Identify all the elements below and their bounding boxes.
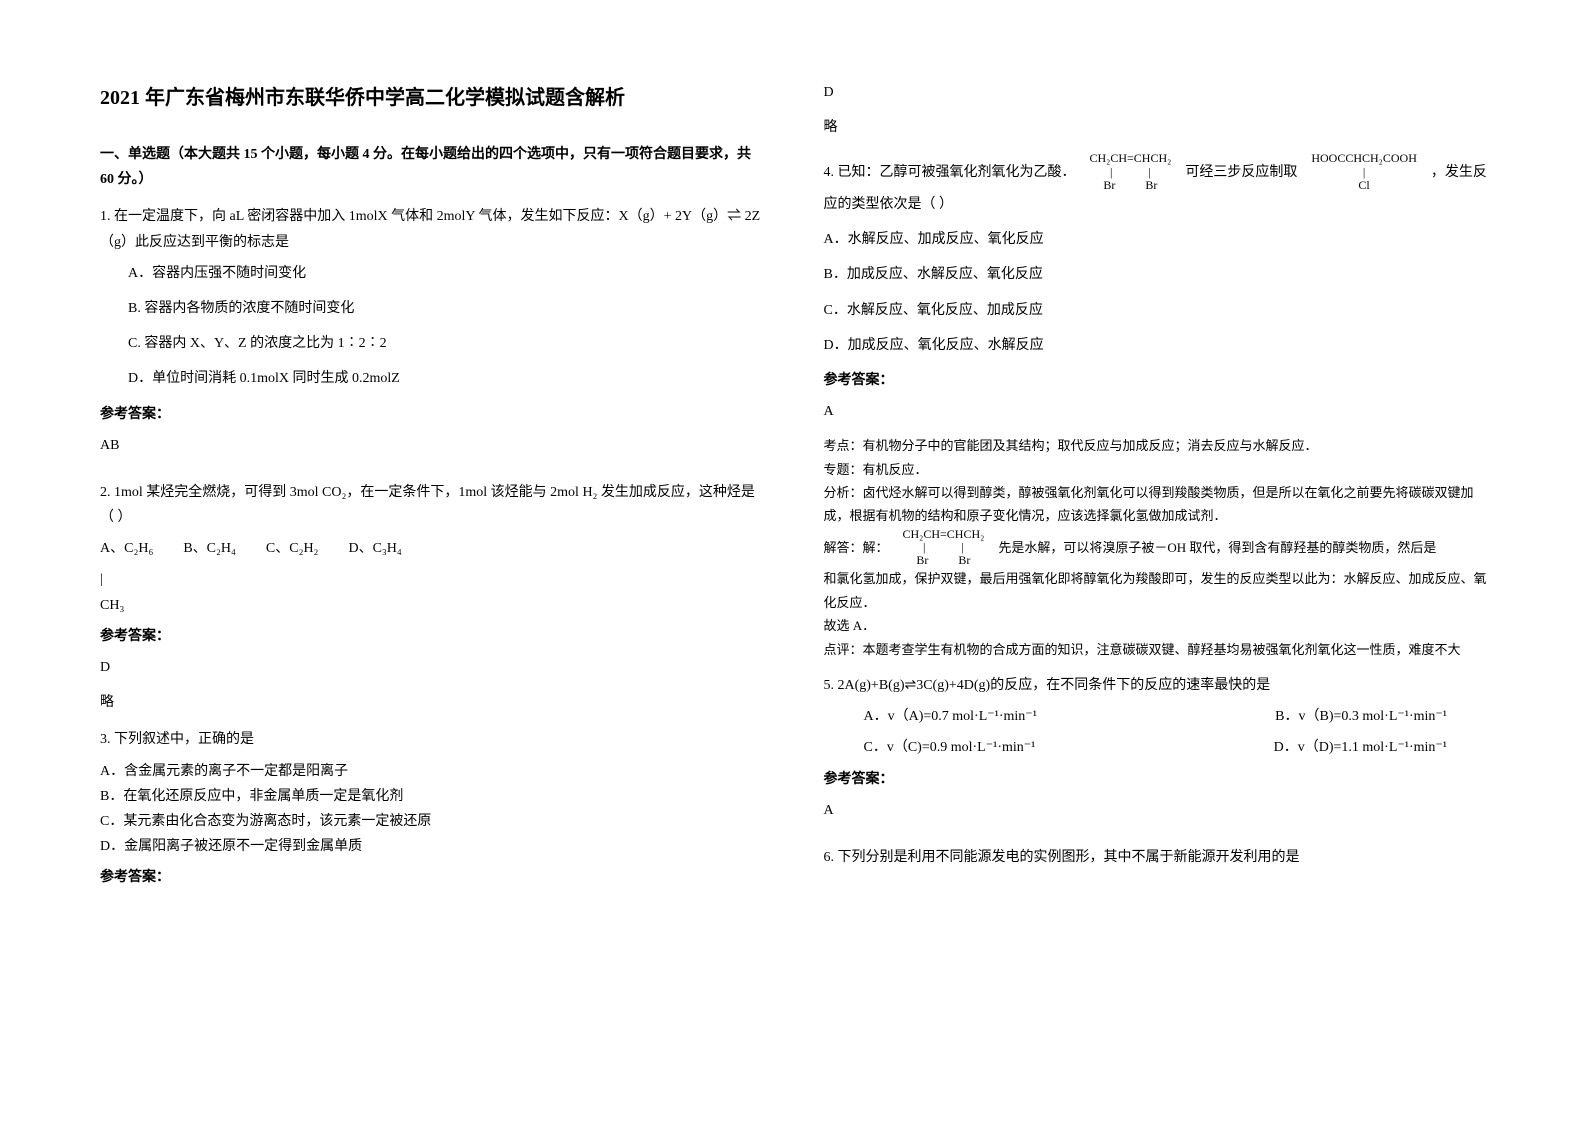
- q4-es-top: CH₂CH=CHCH₂: [903, 527, 985, 541]
- q4-exp5: 和氯化氢加成，保护双键，最后用强氧化即将醇氧化为羧酸即可，发生的反应类型以此为：…: [824, 567, 1488, 614]
- q1-answer: AB: [100, 433, 764, 458]
- q4-opt-b: B．加成反应、水解反应、氧化反应: [824, 262, 1488, 287]
- q2-opt-d: D、C₃H₄: [348, 536, 401, 561]
- question-2: 2. 1mol 某烃完全燃烧，可得到 3mol CO₂，在一定条件下，1mol …: [100, 480, 764, 716]
- q4-text-mid: 可经三步反应制取: [1185, 160, 1297, 185]
- q1-opt-a: A．容器内压强不随时间变化: [100, 261, 764, 286]
- q4-exp6: 故选 A．: [824, 614, 1488, 637]
- q1-text: 1. 在一定温度下，向 aL 密闭容器中加入 1molX 气体和 2molY 气…: [100, 204, 764, 254]
- q4-s1-mid: | |: [1110, 165, 1151, 179]
- right-column: D 略 4. 已知：乙醇可被强氧化剂氧化为乙酸． CH₂CH=CHCH₂ | |…: [824, 80, 1488, 1042]
- q4-exp3: 分析：卤代烃水解可以得到醇类，醇被强氧化剂氧化可以得到羧酸类物质，但是所以在氧化…: [824, 481, 1488, 528]
- q5-text: 5. 2A(g)+B(g)⇌3C(g)+4D(g)的反应，在不同条件下的反应的速…: [824, 673, 1488, 698]
- q2-options: A、C₂H₆ B、C₂H₄ C、C₂H₂ D、C₃H₄: [100, 536, 764, 561]
- q4-s2-bot: Cl: [1358, 178, 1369, 192]
- q4-exp2: 专题：有机反应．: [824, 458, 1488, 481]
- q4-exp1: 考点：有机物分子中的官能团及其结构；取代反应与加成反应；消去反应与水解反应．: [824, 434, 1488, 457]
- q2-opt-b: B、C₂H₄: [183, 536, 236, 561]
- q4-es-bot: Br Br: [916, 553, 970, 567]
- q4-opt-c: C．水解反应、氧化反应、加成反应: [824, 298, 1488, 323]
- question-1: 1. 在一定温度下，向 aL 密闭容器中加入 1molX 气体和 2molY 气…: [100, 204, 764, 468]
- q5-row1: A．v（A)=0.7 mol·L⁻¹·min⁻¹ B．v（B)=0.3 mol·…: [824, 704, 1488, 729]
- question-5: 5. 2A(g)+B(g)⇌3C(g)+4D(g)的反应，在不同条件下的反应的速…: [824, 673, 1488, 833]
- q4-exp4-pre: 解答：解：: [824, 536, 889, 559]
- q4-opt-a: A．水解反应、加成反应、氧化反应: [824, 227, 1488, 252]
- q4-text-line1: 4. 已知：乙醇可被强氧化剂氧化为乙酸． CH₂CH=CHCH₂ | | Br …: [824, 152, 1488, 192]
- q5-opt-a: A．v（A)=0.7 mol·L⁻¹·min⁻¹: [864, 704, 1037, 729]
- q4-opt-d: D．加成反应、氧化反应、水解反应: [824, 333, 1488, 358]
- q2-answer: D: [100, 655, 764, 680]
- q2-extra1: |: [100, 567, 764, 592]
- q5-opt-d: D．v（D)=1.1 mol·L⁻¹·min⁻¹: [1274, 735, 1447, 760]
- q5-opt-c: C．v（C)=0.9 mol·L⁻¹·min⁻¹: [864, 735, 1036, 760]
- q2-text: 2. 1mol 某烃完全燃烧，可得到 3mol CO₂，在一定条件下，1mol …: [100, 480, 764, 530]
- q4-exp7: 点评：本题考查学生有机物的合成方面的知识，注意碳碳双键、醇羟基均易被强氧化剂氧化…: [824, 638, 1488, 661]
- q3-answer: D: [824, 80, 1488, 105]
- q1-opt-d: D．单位时间消耗 0.1molX 同时生成 0.2molZ: [100, 366, 764, 391]
- q5-row2: C．v（C)=0.9 mol·L⁻¹·min⁻¹ D．v（D)=1.1 mol·…: [824, 735, 1488, 760]
- q4-answer-label: 参考答案：: [824, 368, 1488, 393]
- q4-s2-top: HOOCCHCH₂COOH: [1311, 151, 1417, 165]
- q4-struct2: HOOCCHCH₂COOH | Cl: [1311, 152, 1417, 192]
- q3-text: 3. 下列叙述中，正确的是: [100, 727, 764, 752]
- document-title: 2021 年广东省梅州市东联华侨中学高二化学模拟试题含解析: [100, 80, 764, 116]
- q4-exp-struct: CH₂CH=CHCH₂ | | Br Br: [903, 528, 985, 568]
- q3-opt-b: B．在氧化还原反应中，非金属单质一定是氧化剂: [100, 784, 764, 809]
- q2-answer-label: 参考答案：: [100, 624, 764, 649]
- q4-s1-top: CH₂CH=CHCH₂: [1090, 151, 1172, 165]
- q4-text-post: ，发生反: [1431, 160, 1487, 185]
- left-column: 2021 年广东省梅州市东联华侨中学高二化学模拟试题含解析 一、单选题（本大题共…: [100, 80, 764, 1042]
- q4-s1-bot: Br Br: [1103, 178, 1157, 192]
- q4-s2-mid: |: [1363, 165, 1365, 179]
- q4-es-mid: | |: [923, 540, 964, 554]
- q1-opt-b: B. 容器内各物质的浓度不随时间变化: [100, 296, 764, 321]
- q6-text: 6. 下列分别是利用不同能源发电的实例图形，其中不属于新能源开发利用的是: [824, 845, 1488, 870]
- q5-answer-label: 参考答案：: [824, 767, 1488, 792]
- q4-struct1: CH₂CH=CHCH₂ | | Br Br: [1090, 152, 1172, 192]
- q4-text-pre: 4. 已知：乙醇可被强氧化剂氧化为乙酸．: [824, 160, 1076, 185]
- q5-opt-b: B．v（B)=0.3 mol·L⁻¹·min⁻¹: [1275, 704, 1447, 729]
- q3-opt-d: D．金属阳离子被还原不一定得到金属单质: [100, 834, 764, 859]
- q3-answer-label: 参考答案：: [100, 865, 764, 890]
- q1-answer-label: 参考答案：: [100, 402, 764, 427]
- question-6: 6. 下列分别是利用不同能源发电的实例图形，其中不属于新能源开发利用的是: [824, 845, 1488, 876]
- question-4: 4. 已知：乙醇可被强氧化剂氧化为乙酸． CH₂CH=CHCH₂ | | Br …: [824, 152, 1488, 661]
- q1-opt-c: C. 容器内 X、Y、Z 的浓度之比为 1∶2∶2: [100, 331, 764, 356]
- q2-answer-note: 略: [100, 690, 764, 715]
- q4-text-line2: 应的类型依次是（ ）: [824, 192, 1488, 217]
- q4-exp4-post: 先是水解，可以将溴原子被－OH 取代，得到含有醇羟基的醇类物质，然后是: [998, 536, 1436, 559]
- q4-answer: A: [824, 399, 1488, 424]
- q3-opt-c: C．某元素由化合态变为游离态时，该元素一定被还原: [100, 809, 764, 834]
- q3-opt-a: A．含金属元素的离子不一定都是阳离子: [100, 759, 764, 784]
- q4-exp4-line: 解答：解： CH₂CH=CHCH₂ | | Br Br 先是水解，可以将溴原子被…: [824, 528, 1488, 568]
- question-3: 3. 下列叙述中，正确的是 A．含金属元素的离子不一定都是阳离子 B．在氧化还原…: [100, 727, 764, 896]
- q2-extra2: CH₃: [100, 593, 764, 618]
- q2-opt-c: C、C₂H₂: [266, 536, 319, 561]
- q5-answer: A: [824, 798, 1488, 823]
- q3-answer-note: 略: [824, 115, 1488, 140]
- q2-opt-a: A、C₂H₆: [100, 536, 153, 561]
- section-header: 一、单选题（本大题共 15 个小题，每小题 4 分。在每小题给出的四个选项中，只…: [100, 142, 764, 192]
